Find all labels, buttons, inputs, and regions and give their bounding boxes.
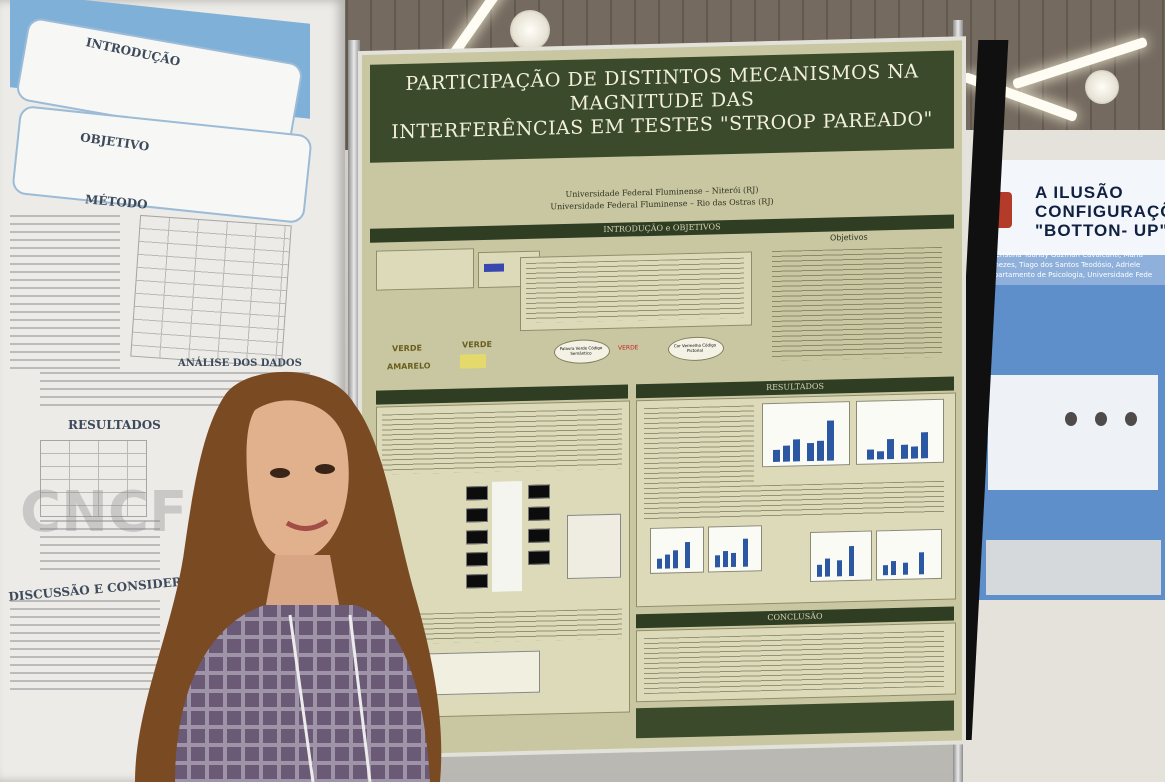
spotlight [510, 10, 550, 50]
left-poster-text [40, 520, 160, 570]
oval-right-label: Cor Vermelha Código Pictorial [673, 342, 717, 354]
left-poster-heading: RESULTADOS [68, 418, 161, 432]
right-poster-authors-text: na Cristina Taunay Guzmán Cavalcanti, Ma… [984, 251, 1143, 269]
intro-text [526, 257, 744, 323]
results-text [644, 405, 754, 489]
stimulus-image [528, 528, 550, 543]
conclusion-text [644, 630, 944, 695]
eye [270, 468, 290, 478]
right-poster-face-grid [988, 375, 1158, 490]
bar-chart [856, 398, 944, 465]
lanyard [288, 614, 372, 782]
left-poster-text [10, 600, 160, 690]
color-swatch [484, 263, 504, 273]
stimulus-image [528, 484, 550, 499]
left-poster-heading: ANÁLISE DOS DADOS [178, 358, 302, 369]
face-thumbnail [1065, 412, 1077, 426]
left-poster-watermark: CNCF [20, 480, 188, 545]
presenter-person [135, 371, 442, 782]
spotlight [1085, 70, 1119, 104]
stimulus-image [528, 550, 550, 565]
face-thumbnail [1125, 412, 1137, 426]
poster-title: PARTICIPAÇÃO DE DISTINTOS MECANISMOS NA … [372, 59, 952, 145]
oval-left-label: Palavra Verde Código Semântico [559, 345, 603, 356]
stimulus-image [528, 506, 550, 521]
bar-chart [810, 530, 872, 583]
oval-mid-label: VERDE [618, 344, 639, 352]
stroop-word: VERDE [462, 339, 492, 350]
right-poster-title-line: A ILUSÃO [1035, 183, 1124, 202]
right-poster-title-line: "BOTTON- UP" [1035, 221, 1165, 240]
right-poster-affiliation: Departamento de Psicologia, Universidade… [984, 271, 1153, 279]
right-poster-authors: na Cristina Taunay Guzmán Cavalcanti, Ma… [984, 250, 1162, 280]
bar-chart [876, 528, 942, 581]
left-poster-text [10, 215, 120, 375]
right-poster-title: A ILUSÃO CONFIGURAÇÕES: "BOTTON- UP" [1035, 183, 1165, 240]
bar-chart [650, 526, 704, 574]
stimulus-list [492, 481, 522, 592]
face-thumbnail [1095, 412, 1107, 426]
right-poster-photos [986, 540, 1161, 595]
intro-box [376, 248, 474, 291]
stimulus-image [466, 485, 488, 501]
smile [285, 518, 329, 531]
bar-chart [762, 401, 850, 468]
objectives-heading: Objetivos [830, 232, 868, 243]
funding-band [636, 700, 954, 739]
color-swatch [460, 353, 486, 369]
left-poster-table [130, 214, 292, 368]
stimulus-image [466, 529, 488, 545]
participant-at-computer-illustration [567, 513, 621, 579]
stimulus-image [466, 573, 488, 589]
bar-chart [708, 525, 762, 573]
stimulus-image [466, 507, 488, 523]
eye [315, 464, 335, 474]
left-poster-table [40, 440, 147, 517]
stimulus-image [466, 551, 488, 567]
stroop-word: VERDE [392, 343, 422, 354]
face [246, 400, 349, 561]
right-poster-title-line: CONFIGURAÇÕES: [1035, 202, 1165, 221]
neck [265, 555, 340, 610]
objectives-text [772, 246, 942, 361]
